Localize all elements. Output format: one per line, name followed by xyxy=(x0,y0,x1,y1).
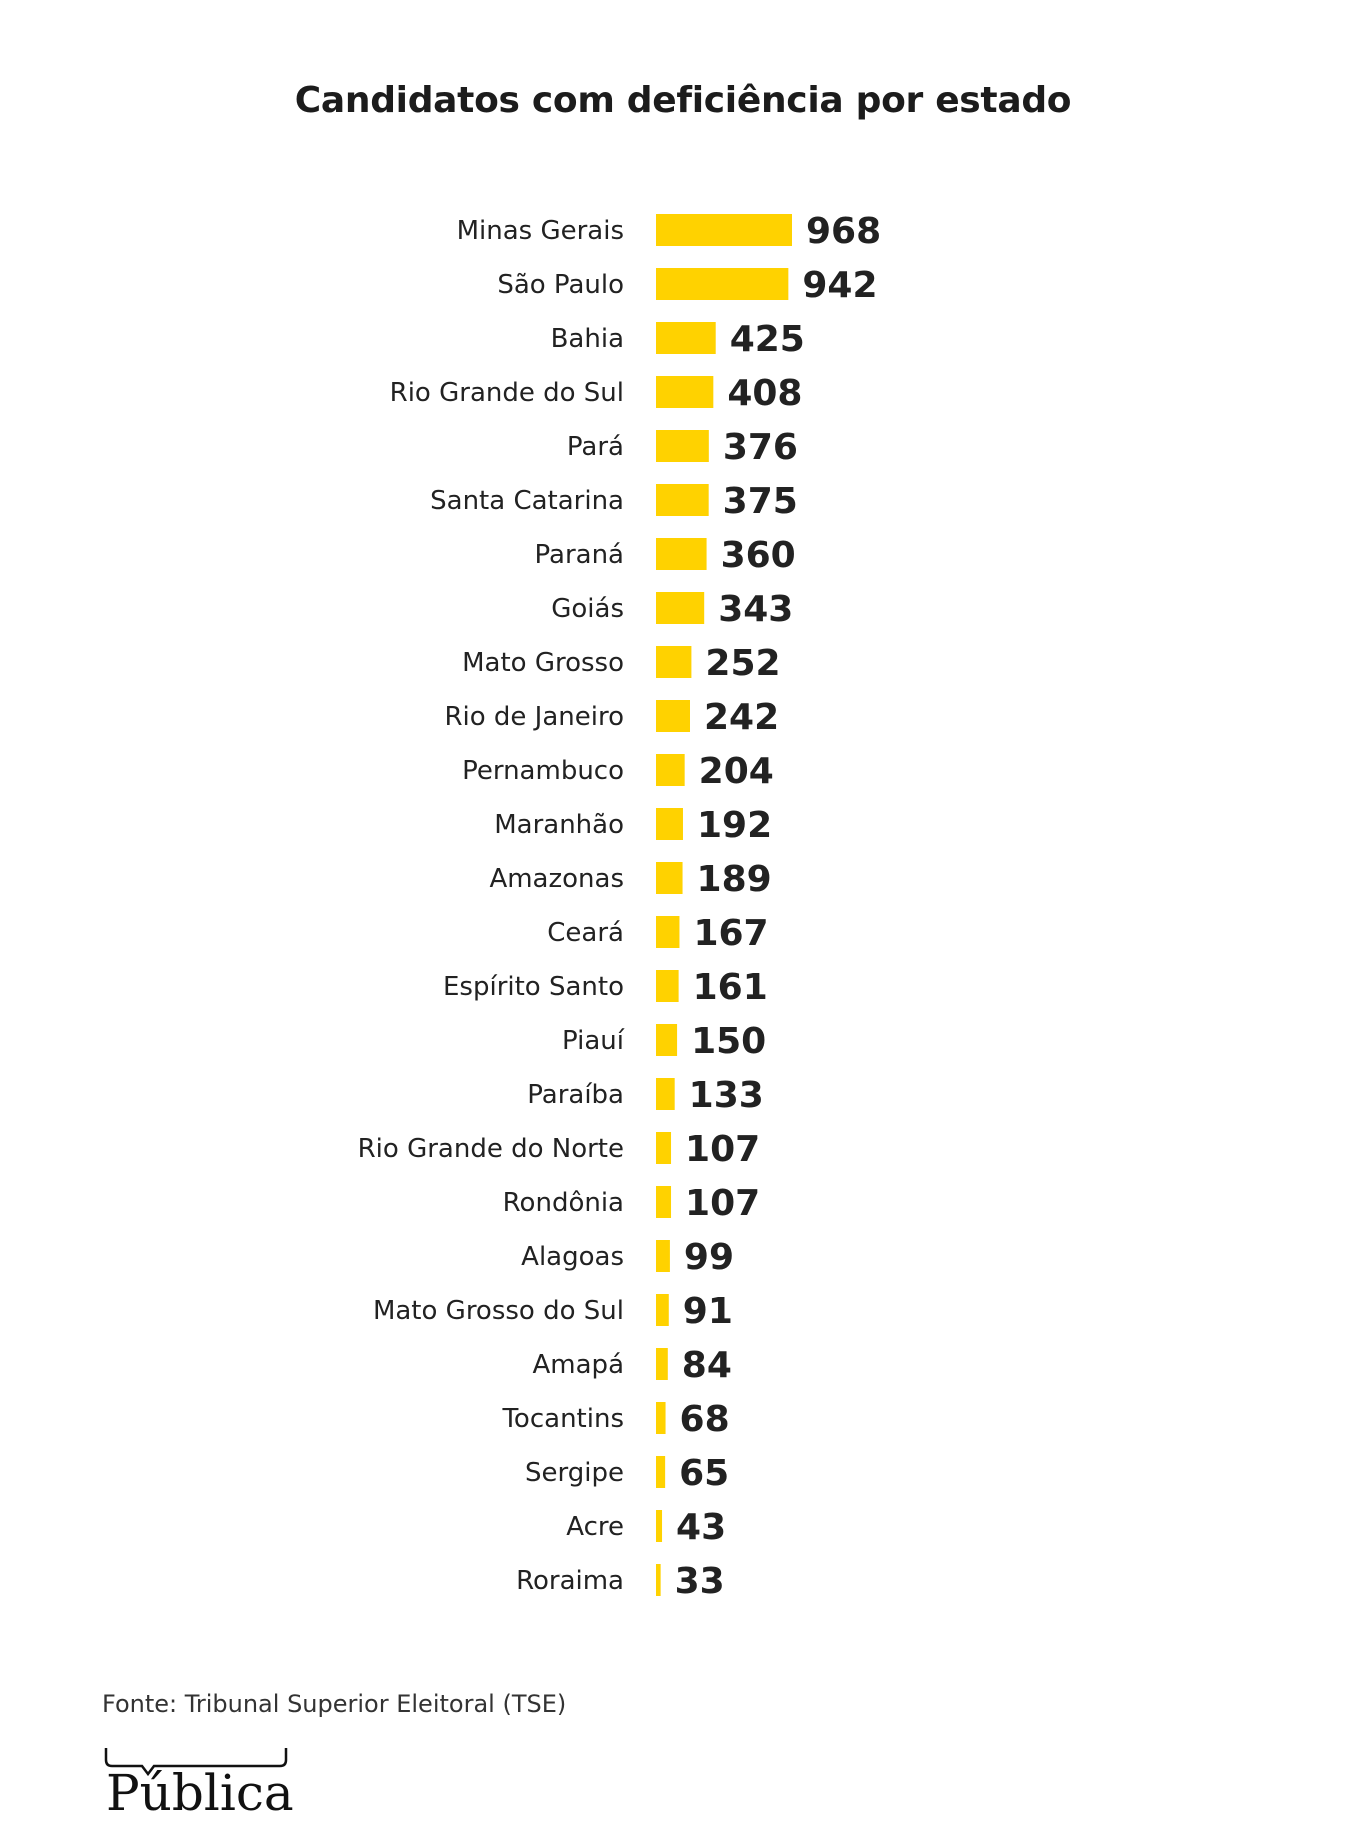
category-label: Mato Grosso do Sul xyxy=(373,1296,624,1326)
value-label: 242 xyxy=(704,697,779,738)
value-label: 167 xyxy=(693,913,768,954)
publica-logo: Pública xyxy=(104,1746,294,1828)
bar xyxy=(656,808,683,840)
bar xyxy=(656,1024,678,1056)
bar xyxy=(656,376,714,408)
bar xyxy=(656,646,692,678)
category-label: Goiás xyxy=(551,594,624,624)
category-label: Espírito Santo xyxy=(443,972,624,1002)
category-label: Roraima xyxy=(516,1566,624,1596)
value-label: 91 xyxy=(683,1291,733,1332)
value-label: 192 xyxy=(697,805,772,846)
bar xyxy=(656,1294,669,1326)
category-label: Mato Grosso xyxy=(462,648,624,678)
category-label: Amazonas xyxy=(489,864,624,894)
category-label: Rio Grande do Norte xyxy=(358,1134,624,1164)
source-note: Fonte: Tribunal Superior Eleitoral (TSE) xyxy=(102,1690,567,1718)
bar xyxy=(656,1132,672,1164)
value-label: 968 xyxy=(806,211,881,252)
category-label: Bahia xyxy=(551,324,624,354)
category-label: Paraná xyxy=(535,540,624,570)
category-label: Minas Gerais xyxy=(457,216,624,246)
value-label: 133 xyxy=(689,1075,764,1116)
value-label: 408 xyxy=(727,373,802,414)
value-label: 343 xyxy=(718,589,793,630)
value-label: 99 xyxy=(684,1237,734,1278)
category-label: Acre xyxy=(566,1512,624,1542)
category-label: Tocantins xyxy=(501,1404,624,1434)
value-label: 204 xyxy=(699,751,774,792)
bar xyxy=(656,214,792,246)
value-label: 375 xyxy=(723,481,798,522)
value-label: 33 xyxy=(675,1561,725,1602)
category-label: Pará xyxy=(567,432,624,462)
value-label: 150 xyxy=(691,1021,766,1062)
bar xyxy=(656,916,680,948)
speech-bracket-icon xyxy=(104,1748,288,1776)
category-label: Rondônia xyxy=(503,1188,624,1218)
bar xyxy=(656,700,690,732)
category-label: Pernambuco xyxy=(462,756,624,786)
logo-wordmark: Pública xyxy=(106,1764,294,1822)
category-label: Ceará xyxy=(547,918,624,948)
category-label: Rio de Janeiro xyxy=(444,702,624,732)
category-label: Sergipe xyxy=(525,1458,624,1488)
bar xyxy=(656,1564,661,1596)
bar xyxy=(656,1078,675,1110)
category-label: Santa Catarina xyxy=(430,486,624,516)
bar xyxy=(656,1186,672,1218)
value-label: 84 xyxy=(682,1345,732,1386)
chart-title: Candidatos com deficiência por estado xyxy=(294,80,1072,121)
bar xyxy=(656,592,705,624)
category-label: Maranhão xyxy=(494,810,624,840)
value-label: 161 xyxy=(693,967,768,1008)
value-label: 107 xyxy=(685,1183,760,1224)
bar xyxy=(656,970,679,1002)
bar xyxy=(656,1240,670,1272)
value-label: 43 xyxy=(676,1507,726,1548)
bar xyxy=(656,1348,668,1380)
value-label: 107 xyxy=(685,1129,760,1170)
bar xyxy=(656,1402,666,1434)
value-label: 376 xyxy=(723,427,798,468)
value-label: 68 xyxy=(680,1399,730,1440)
bar xyxy=(656,268,789,300)
value-label: 189 xyxy=(697,859,772,900)
bar xyxy=(656,1510,663,1542)
bar xyxy=(656,322,716,354)
bar xyxy=(656,862,683,894)
value-label: 942 xyxy=(802,265,877,306)
category-label: Rio Grande do Sul xyxy=(390,378,624,408)
bar xyxy=(656,538,707,570)
category-label: São Paulo xyxy=(497,270,624,300)
value-label: 425 xyxy=(730,319,805,360)
value-label: 252 xyxy=(705,643,780,684)
bar xyxy=(656,484,709,516)
category-label: Piauí xyxy=(562,1026,625,1056)
bar xyxy=(656,1456,666,1488)
bar xyxy=(656,754,685,786)
value-label: 65 xyxy=(679,1453,729,1494)
bar xyxy=(656,430,709,462)
category-label: Alagoas xyxy=(521,1242,624,1272)
category-label: Amapá xyxy=(533,1350,624,1380)
category-label: Paraíba xyxy=(527,1080,624,1110)
value-label: 360 xyxy=(721,535,796,576)
